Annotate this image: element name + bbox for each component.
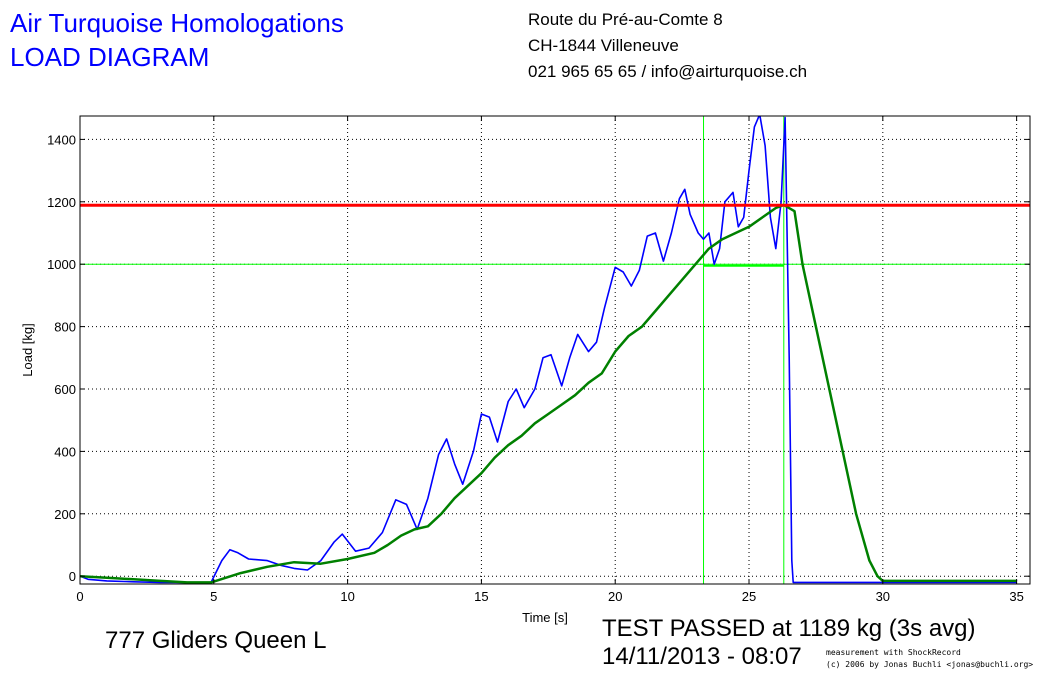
y-tick-label: 800 [54,320,76,335]
x-tick-label: 15 [474,589,488,604]
test-result: TEST PASSED at 1189 kg (3s avg) [602,615,976,642]
report-subtitle: LOAD DIAGRAM [10,42,210,72]
x-tick-label: 20 [608,589,622,604]
y-tick-label: 400 [54,444,76,459]
y-tick-label: 1400 [47,132,76,147]
x-tick-label: 30 [876,589,890,604]
report-title: Air Turquoise Homologations [10,8,344,38]
x-tick-label: 25 [742,589,756,604]
series-avg-line [80,203,1017,584]
credit-line-2: (c) 2006 by Jonas Buchli <jonas@buchli.o… [826,660,1034,669]
y-tick-label: 200 [54,507,76,522]
y-tick-label: 600 [54,382,76,397]
credit-line-1: measurement with ShockRecord [826,648,961,657]
address-city: CH-1844 Villeneuve [528,36,679,55]
address-contact: 021 965 65 65 / info@airturquoise.ch [528,62,808,81]
plot-area [80,116,1030,584]
y-tick-label: 0 [69,569,76,584]
axes-frame [79,115,1031,585]
glider-name: 777 Gliders Queen L [105,627,327,654]
series-raw-line [80,116,1017,584]
x-tick-label: 0 [76,589,83,604]
y-axis-label: Load [kg] [20,323,35,377]
test-datetime: 14/11/2013 - 08:07 [602,643,802,670]
x-tick-label: 35 [1009,589,1023,604]
plot-layer [80,116,1030,584]
y-tick-label: 1000 [47,257,76,272]
x-tick-label: 10 [340,589,354,604]
address-street: Route du Pré-au-Comte 8 [528,10,723,29]
x-tick-label: 5 [210,589,217,604]
y-tick-label: 1200 [47,195,76,210]
x-axis-label: Time [s] [522,610,568,625]
